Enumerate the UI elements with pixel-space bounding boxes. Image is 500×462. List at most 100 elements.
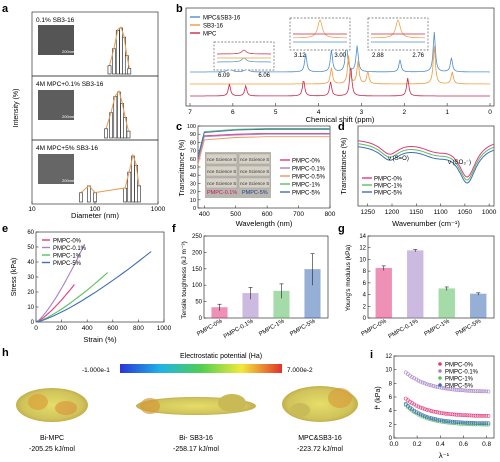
histogram-bar <box>117 91 121 139</box>
data-point <box>473 413 478 418</box>
y-tick-label: 4 <box>389 409 393 415</box>
photo-cell <box>205 177 238 189</box>
y-tick-label: 0 <box>31 320 35 326</box>
molecule-blob-2b <box>140 398 160 414</box>
panel-d-ylabel: Transmittance (%) <box>341 138 348 195</box>
histogram-bar <box>113 96 118 139</box>
y-tick-label: 0 <box>389 436 393 442</box>
data-point <box>410 401 415 406</box>
legend-label: PMPC-1% <box>374 184 403 190</box>
fit-curve <box>105 90 129 132</box>
x-tick-label: 800 <box>325 211 336 218</box>
y-tick-label: 10 <box>27 305 34 311</box>
x-tick-label: 0.4 <box>436 441 445 448</box>
stress-strain-line <box>35 284 75 323</box>
stress-strain-line <box>35 243 86 323</box>
category-label: PMPC-1% <box>423 318 451 338</box>
legend-label: PMPC-1% <box>445 377 474 383</box>
x-tick-label: 1000 <box>151 206 166 213</box>
photo-cell-text: nce Science S <box>207 181 236 186</box>
panel-d-lines <box>357 140 494 184</box>
x-tick-label: 1 <box>445 109 449 116</box>
data-point <box>463 388 468 393</box>
annotation-s-o: ν (S=O) <box>388 156 409 162</box>
data-point <box>429 417 434 422</box>
y-tick-label: 10 <box>359 257 366 263</box>
data-point <box>480 421 484 426</box>
panel-e-lines <box>35 243 152 323</box>
molecule-surface-1 <box>16 388 88 422</box>
data-point <box>480 389 484 394</box>
ftir-line <box>357 140 494 178</box>
category-label: PMPC-1% <box>258 318 286 338</box>
y-tick-label: 60 <box>190 157 196 163</box>
photo-cell <box>238 177 271 189</box>
x-tick-label: 1050 <box>458 209 473 216</box>
molecule-mpc-sb3-16: MPC&SB3-16 -223.72 kJ/mol <box>282 386 358 453</box>
molecule-2-name: Bi- SB3-16 <box>179 435 213 442</box>
x-tick-label: 400 <box>199 211 210 218</box>
data-point <box>441 411 446 416</box>
ftir-line <box>357 146 494 184</box>
data-point <box>427 408 432 413</box>
data-point <box>433 384 438 389</box>
data-point <box>458 388 463 393</box>
panel-letter-g: g <box>338 223 345 235</box>
data-point <box>454 420 459 425</box>
inset-tick-label: 6.09 <box>218 73 230 79</box>
data-point <box>477 421 482 426</box>
legend-marker <box>438 383 442 387</box>
data-point <box>452 412 457 417</box>
data-point <box>424 414 429 419</box>
panel-c-axes: 0 10 20 30 40 50 60 70 80 90 100 400 500 600 700 800 <box>187 124 336 218</box>
bar <box>470 293 487 319</box>
data-point <box>486 389 491 394</box>
panel-d: d Transmittance (%) Wavenumber (cm⁻¹) 12… <box>338 121 497 228</box>
data-point <box>435 417 440 422</box>
data-point <box>427 416 432 421</box>
panel-i-axes: 0 2 4 6 8 10 12 0.0 0.2 0.4 0.6 0.8 <box>385 354 491 448</box>
photo-cell-text: nce Science S <box>240 169 269 174</box>
data-point <box>450 387 455 392</box>
molecule-blob-2a <box>218 394 246 412</box>
molecule-1-name: Bi-MPC <box>40 435 64 442</box>
inset-spectrum-line <box>293 19 347 39</box>
panel-e-xlabel: Strain (%) <box>83 335 117 344</box>
panel-a-subplot-2: 4M MPC+0.1% SB3-16 200nm <box>31 75 159 141</box>
y-tick-label: 8 <box>363 269 367 275</box>
photo-cell <box>238 165 271 177</box>
y-tick-label: 100 <box>192 283 203 289</box>
histogram-bar <box>137 185 141 203</box>
data-point <box>437 410 442 415</box>
data-point <box>454 412 459 417</box>
data-point <box>431 409 436 414</box>
data-point <box>446 419 451 424</box>
panel-a-xlabel: Diameter (nm) <box>71 211 119 220</box>
molecule-blob-3b <box>290 403 310 417</box>
data-point <box>444 419 448 423</box>
data-point <box>416 378 421 383</box>
panel-c-legend: PMPC-0% PMPC-0.1% PMPC-0.5% PMPC-1% PMPC-5% <box>280 159 326 197</box>
y-tick-label: 8 <box>389 381 393 387</box>
x-tick-label: 0.0 <box>389 441 398 448</box>
data-point <box>439 411 444 416</box>
y-tick-label: 50 <box>190 165 196 171</box>
data-point <box>433 409 438 414</box>
data-point <box>420 406 425 411</box>
tem-image-3-scalebar: 200nm <box>62 178 75 183</box>
data-point <box>448 419 453 424</box>
molecule-bi-sb3-16: Bi- SB3-16 -258.17 kJ/mol <box>136 394 256 453</box>
histogram-bar <box>104 128 108 139</box>
tem-image-1-scalebar: 200nm <box>62 49 75 54</box>
x-tick-label: 0.8 <box>482 441 491 448</box>
x-tick-label: 400 <box>82 325 93 332</box>
data-point <box>403 401 408 406</box>
panel-letter-b: b <box>176 3 183 15</box>
bar <box>407 250 424 319</box>
molecule-1-energy: -205.25 kJ/mol <box>29 446 75 453</box>
data-point <box>475 389 480 394</box>
data-point <box>469 388 474 393</box>
data-point <box>471 389 476 393</box>
category-label: PMPC-0.1% <box>223 318 255 340</box>
